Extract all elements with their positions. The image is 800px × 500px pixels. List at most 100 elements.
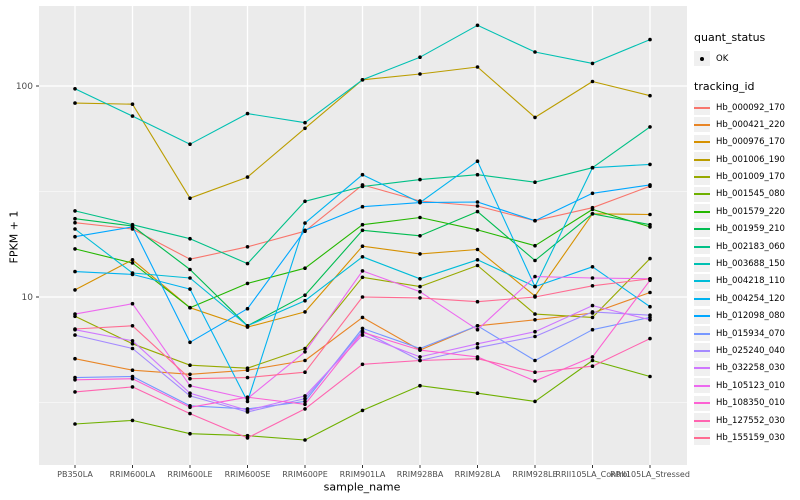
data-point (73, 101, 77, 105)
data-point (130, 324, 135, 328)
series-color-swatch (694, 297, 710, 300)
legend-key (694, 134, 710, 150)
data-point (590, 165, 595, 170)
legend-key (694, 117, 710, 133)
legend-key (694, 51, 710, 66)
legend-label: Hb_108350_010 (716, 398, 785, 409)
legend-key (694, 360, 710, 376)
data-point (360, 362, 365, 367)
data-point (73, 390, 77, 394)
data-point (418, 200, 422, 205)
data-point (130, 272, 135, 277)
data-point (303, 396, 307, 401)
data-point (418, 277, 422, 281)
legend-item-Hb_003688_150: Hb_003688_150 (694, 256, 800, 272)
data-point (648, 277, 652, 281)
data-point (245, 245, 250, 249)
data-point (533, 318, 537, 322)
x-tick-label: RRIM600LE (167, 470, 212, 479)
data-point (130, 102, 135, 106)
series-color-swatch (694, 176, 710, 179)
data-point (188, 257, 192, 262)
series-color-swatch (694, 315, 710, 318)
series-color-swatch (694, 245, 710, 248)
data-point (475, 327, 480, 332)
data-point (475, 356, 480, 361)
data-point (130, 258, 135, 262)
data-point (648, 313, 652, 318)
data-point (648, 37, 652, 42)
data-point (360, 184, 365, 189)
data-point (303, 126, 307, 131)
legend-key (694, 186, 710, 202)
data-point (130, 342, 135, 346)
legend-label: Hb_001006_190 (716, 154, 785, 165)
data-point (188, 363, 192, 368)
data-point (533, 284, 537, 289)
data-point (130, 339, 135, 343)
data-point (188, 142, 192, 146)
data-point (418, 289, 422, 294)
legend-label: Hb_105123_010 (716, 380, 785, 391)
data-point (418, 55, 422, 59)
data-point (303, 266, 307, 271)
data-point (418, 215, 422, 220)
data-point (303, 402, 307, 407)
legend-label: Hb_003688_150 (716, 259, 785, 270)
data-point (475, 65, 480, 69)
data-point (245, 366, 250, 371)
legend-label-ok: OK (716, 53, 729, 64)
legend-item-Hb_025240_040: Hb_025240_040 (694, 343, 800, 359)
x-tick-label: RRIM928BA (397, 470, 444, 479)
data-point (130, 385, 135, 389)
data-point (73, 234, 77, 239)
data-point (130, 418, 135, 423)
legend-key (694, 395, 710, 411)
legend-item-Hb_000092_170: Hb_000092_170 (694, 100, 800, 115)
legend-key (694, 326, 710, 342)
data-point (360, 295, 365, 299)
data-point (360, 269, 365, 273)
series-color-swatch (694, 263, 710, 266)
data-point (533, 218, 537, 223)
legend-tracking-items: Hb_000092_170 Hb_000421_220 Hb_000976_170 H… (694, 100, 800, 446)
data-point (533, 295, 537, 299)
data-point (418, 383, 422, 388)
data-point (533, 399, 537, 404)
data-point (73, 327, 77, 331)
legend-label: Hb_002183_060 (716, 241, 785, 252)
legend-item-Hb_001009_170: Hb_001009_170 (694, 169, 800, 185)
legend-item-Hb_155159_030: Hb_155159_030 (694, 430, 800, 446)
data-point (418, 234, 422, 238)
data-point (245, 111, 250, 116)
data-point (533, 329, 537, 334)
data-point (648, 212, 652, 217)
data-point (303, 221, 307, 225)
legend-key (694, 221, 710, 237)
data-point (418, 284, 422, 289)
legend-item-Hb_000976_170: Hb_000976_170 (694, 134, 800, 150)
legend-label: Hb_004254_120 (716, 293, 785, 304)
data-point (303, 394, 307, 398)
legend-label: Hb_001009_170 (716, 172, 785, 183)
x-tick-label: RRIM600SE (225, 470, 271, 479)
data-point (303, 120, 307, 125)
y-axis-title: FPKM + 1 (7, 210, 21, 264)
legend-key (694, 308, 710, 324)
data-point (73, 87, 77, 91)
legend-item-Hb_015934_070: Hb_015934_070 (694, 326, 800, 342)
data-point (590, 315, 595, 320)
data-point (360, 408, 365, 413)
data-point (130, 114, 135, 118)
legend-key (694, 152, 710, 168)
data-point (590, 303, 595, 308)
data-point (303, 438, 307, 442)
data-point (475, 228, 480, 232)
data-point (418, 72, 422, 76)
data-point (73, 422, 77, 426)
data-point (245, 375, 250, 380)
data-point (475, 342, 480, 346)
data-point (648, 222, 652, 227)
